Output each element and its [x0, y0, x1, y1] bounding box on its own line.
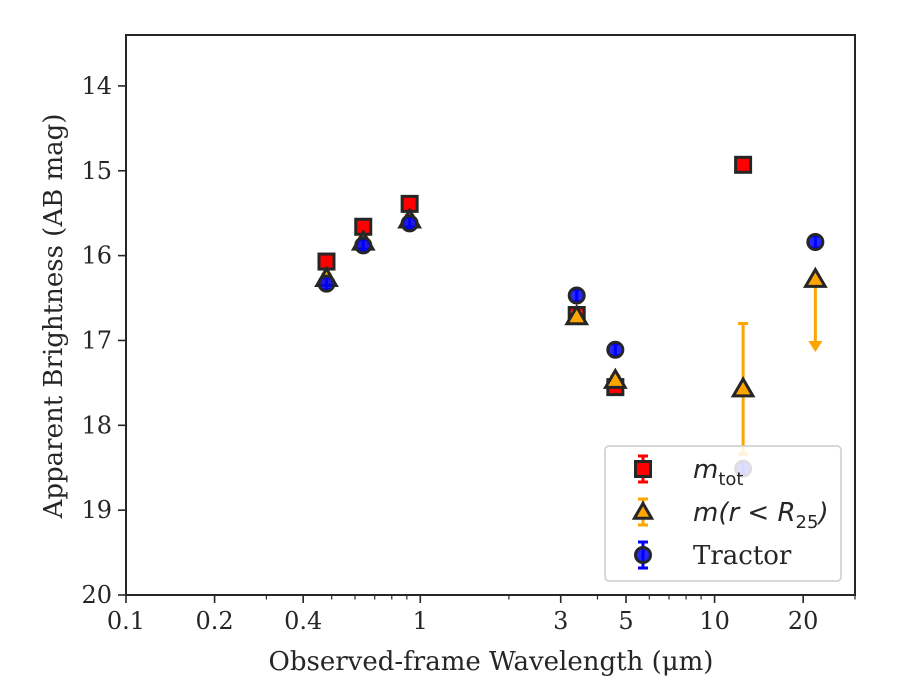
- m_r25-point: [802, 266, 828, 288]
- y-axis: 14 15 16 17 18 19 20: [81, 72, 126, 609]
- legend-frame: [604, 445, 842, 582]
- legend-label-main: m: [693, 455, 718, 485]
- m_r25-point: [730, 376, 756, 398]
- x-tick-label: 20: [788, 607, 819, 635]
- x-tick-label: 0.1: [107, 607, 145, 635]
- m_r25-point: [564, 303, 590, 326]
- m_tot-point: [734, 155, 753, 174]
- tractor-point: [806, 233, 825, 252]
- upper-limit-arrowhead: [808, 340, 823, 352]
- legend-label-tail: ): [816, 498, 828, 528]
- legend-label-main: m(r < R: [693, 498, 796, 528]
- m_r25-point: [602, 367, 628, 389]
- x-tick-label: 5: [618, 607, 633, 635]
- legend-label-m_tot: mtot: [693, 455, 743, 490]
- x-tick-label: 3: [553, 607, 568, 635]
- y-tick-label: 20: [81, 581, 112, 609]
- legend-label-main: Tractor: [693, 541, 792, 571]
- y-tick-label: 17: [81, 326, 112, 354]
- x-tick-label: 0.4: [284, 607, 322, 635]
- x-tick-label: 1: [413, 607, 428, 635]
- tractor-point: [317, 274, 336, 293]
- legend-label-sub: 25: [796, 512, 819, 533]
- tractor-point: [567, 286, 586, 305]
- legend-label-m_r25: m(r < R25): [693, 498, 829, 533]
- tractor-point: [354, 236, 373, 255]
- x-tick-label: 10: [699, 607, 730, 635]
- legend-marker-tractor: [634, 546, 652, 564]
- x-axis-title: Observed-frame Wavelength (μm): [269, 647, 714, 677]
- tractor-point: [606, 340, 625, 359]
- x-tick-label: 0.2: [196, 607, 234, 635]
- legend-entry-tractor: Tractor: [634, 540, 792, 571]
- legend-entry-m_tot: mtot: [634, 454, 743, 490]
- y-tick-label: 15: [81, 157, 112, 185]
- y-tick-label: 18: [81, 411, 112, 439]
- legend-marker-m_r25: [631, 500, 655, 520]
- legend-entry-m_r25: m(r < R25): [631, 497, 829, 533]
- tractor-point: [400, 214, 419, 233]
- x-axis: 0.1 0.2 0.4 1 3 5 10 20: [107, 595, 856, 635]
- y-tick-label: 19: [81, 496, 112, 524]
- y-tick-label: 16: [81, 242, 112, 270]
- legend-label-sub: tot: [718, 469, 743, 490]
- y-tick-label: 14: [81, 72, 112, 100]
- legend-label-tractor: Tractor: [693, 541, 792, 571]
- y-axis-title: Apparent Brightness (AB mag): [39, 114, 69, 520]
- legend: mtot m(r < R25) Tractor: [604, 445, 842, 582]
- legend-marker-m_tot: [634, 460, 652, 478]
